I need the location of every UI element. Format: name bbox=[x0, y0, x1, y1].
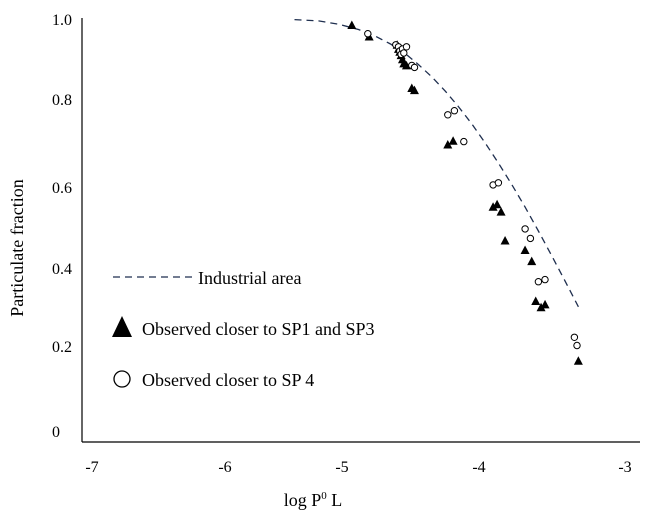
data-point-triangle bbox=[496, 207, 506, 216]
data-point-circle bbox=[573, 341, 581, 350]
data-point-triangle bbox=[443, 139, 453, 149]
data-point-triangle bbox=[527, 256, 537, 266]
y-tick-label: 0.8 bbox=[52, 92, 72, 109]
data-point-triangle bbox=[492, 199, 502, 209]
data-point-circle bbox=[526, 234, 535, 243]
x-tick-label: -3 bbox=[618, 459, 631, 476]
data-point-circle bbox=[444, 111, 452, 119]
legend-label-industrial-area: Industrial area bbox=[198, 268, 301, 288]
data-point-circle bbox=[570, 333, 579, 341]
x-axis-title-rest: L bbox=[327, 490, 343, 510]
x-tick-label: -6 bbox=[218, 459, 231, 476]
x-axis-title-base: log P bbox=[284, 490, 322, 510]
data-point-circle bbox=[534, 278, 543, 286]
data-point-triangle bbox=[409, 85, 419, 95]
data-point-circle bbox=[402, 43, 411, 51]
data-point-circle bbox=[460, 137, 468, 146]
data-point-circle bbox=[400, 49, 408, 57]
y-tick-label: 0.2 bbox=[52, 339, 72, 356]
legend-triangle-marker bbox=[112, 316, 132, 337]
data-point-circle bbox=[494, 179, 503, 187]
data-point-triangle bbox=[540, 299, 550, 309]
data-point-triangle bbox=[347, 20, 357, 30]
data-point-circle bbox=[541, 275, 549, 284]
data-point-triangle bbox=[500, 235, 510, 245]
x-tick-label: -4 bbox=[472, 459, 485, 476]
x-axis-title: log P0 L bbox=[284, 490, 343, 510]
y-tick-label: 1.0 bbox=[52, 12, 72, 29]
x-tick-labels: -7 -6 -5 -4 -3 bbox=[85, 459, 631, 476]
y-tick-label: 0.6 bbox=[52, 180, 72, 197]
y-tick-label: 0 bbox=[52, 424, 60, 441]
data-point-triangle bbox=[573, 356, 583, 365]
data-point-triangle bbox=[488, 202, 498, 211]
data-point-triangle bbox=[536, 302, 546, 312]
industrial-area-curve bbox=[294, 18, 579, 308]
y-tick-label: 0.4 bbox=[52, 261, 72, 278]
data-point-triangle bbox=[448, 136, 458, 145]
data-point-circle bbox=[364, 30, 372, 38]
legend-label-sp1-sp3: Observed closer to SP1 and SP3 bbox=[142, 319, 375, 339]
legend: Industrial area Observed closer to SP1 a… bbox=[112, 268, 375, 390]
data-point-circle bbox=[450, 107, 459, 115]
data-point-circle bbox=[521, 225, 529, 233]
data-point-circle bbox=[410, 63, 419, 72]
y-axis-title: Particulate fraction bbox=[7, 179, 27, 316]
x-tick-label: -5 bbox=[335, 459, 348, 476]
series-layer bbox=[294, 18, 583, 365]
legend-circle-marker bbox=[113, 370, 131, 388]
x-axis-title-superscript: 0 bbox=[321, 490, 327, 502]
x-tick-label: -7 bbox=[85, 459, 98, 476]
data-point-triangle bbox=[520, 245, 530, 254]
y-tick-labels: 0 0.2 0.4 0.6 0.8 1.0 bbox=[52, 12, 72, 441]
data-point-triangle bbox=[531, 296, 541, 306]
legend-label-sp4: Observed closer to SP 4 bbox=[142, 370, 314, 390]
